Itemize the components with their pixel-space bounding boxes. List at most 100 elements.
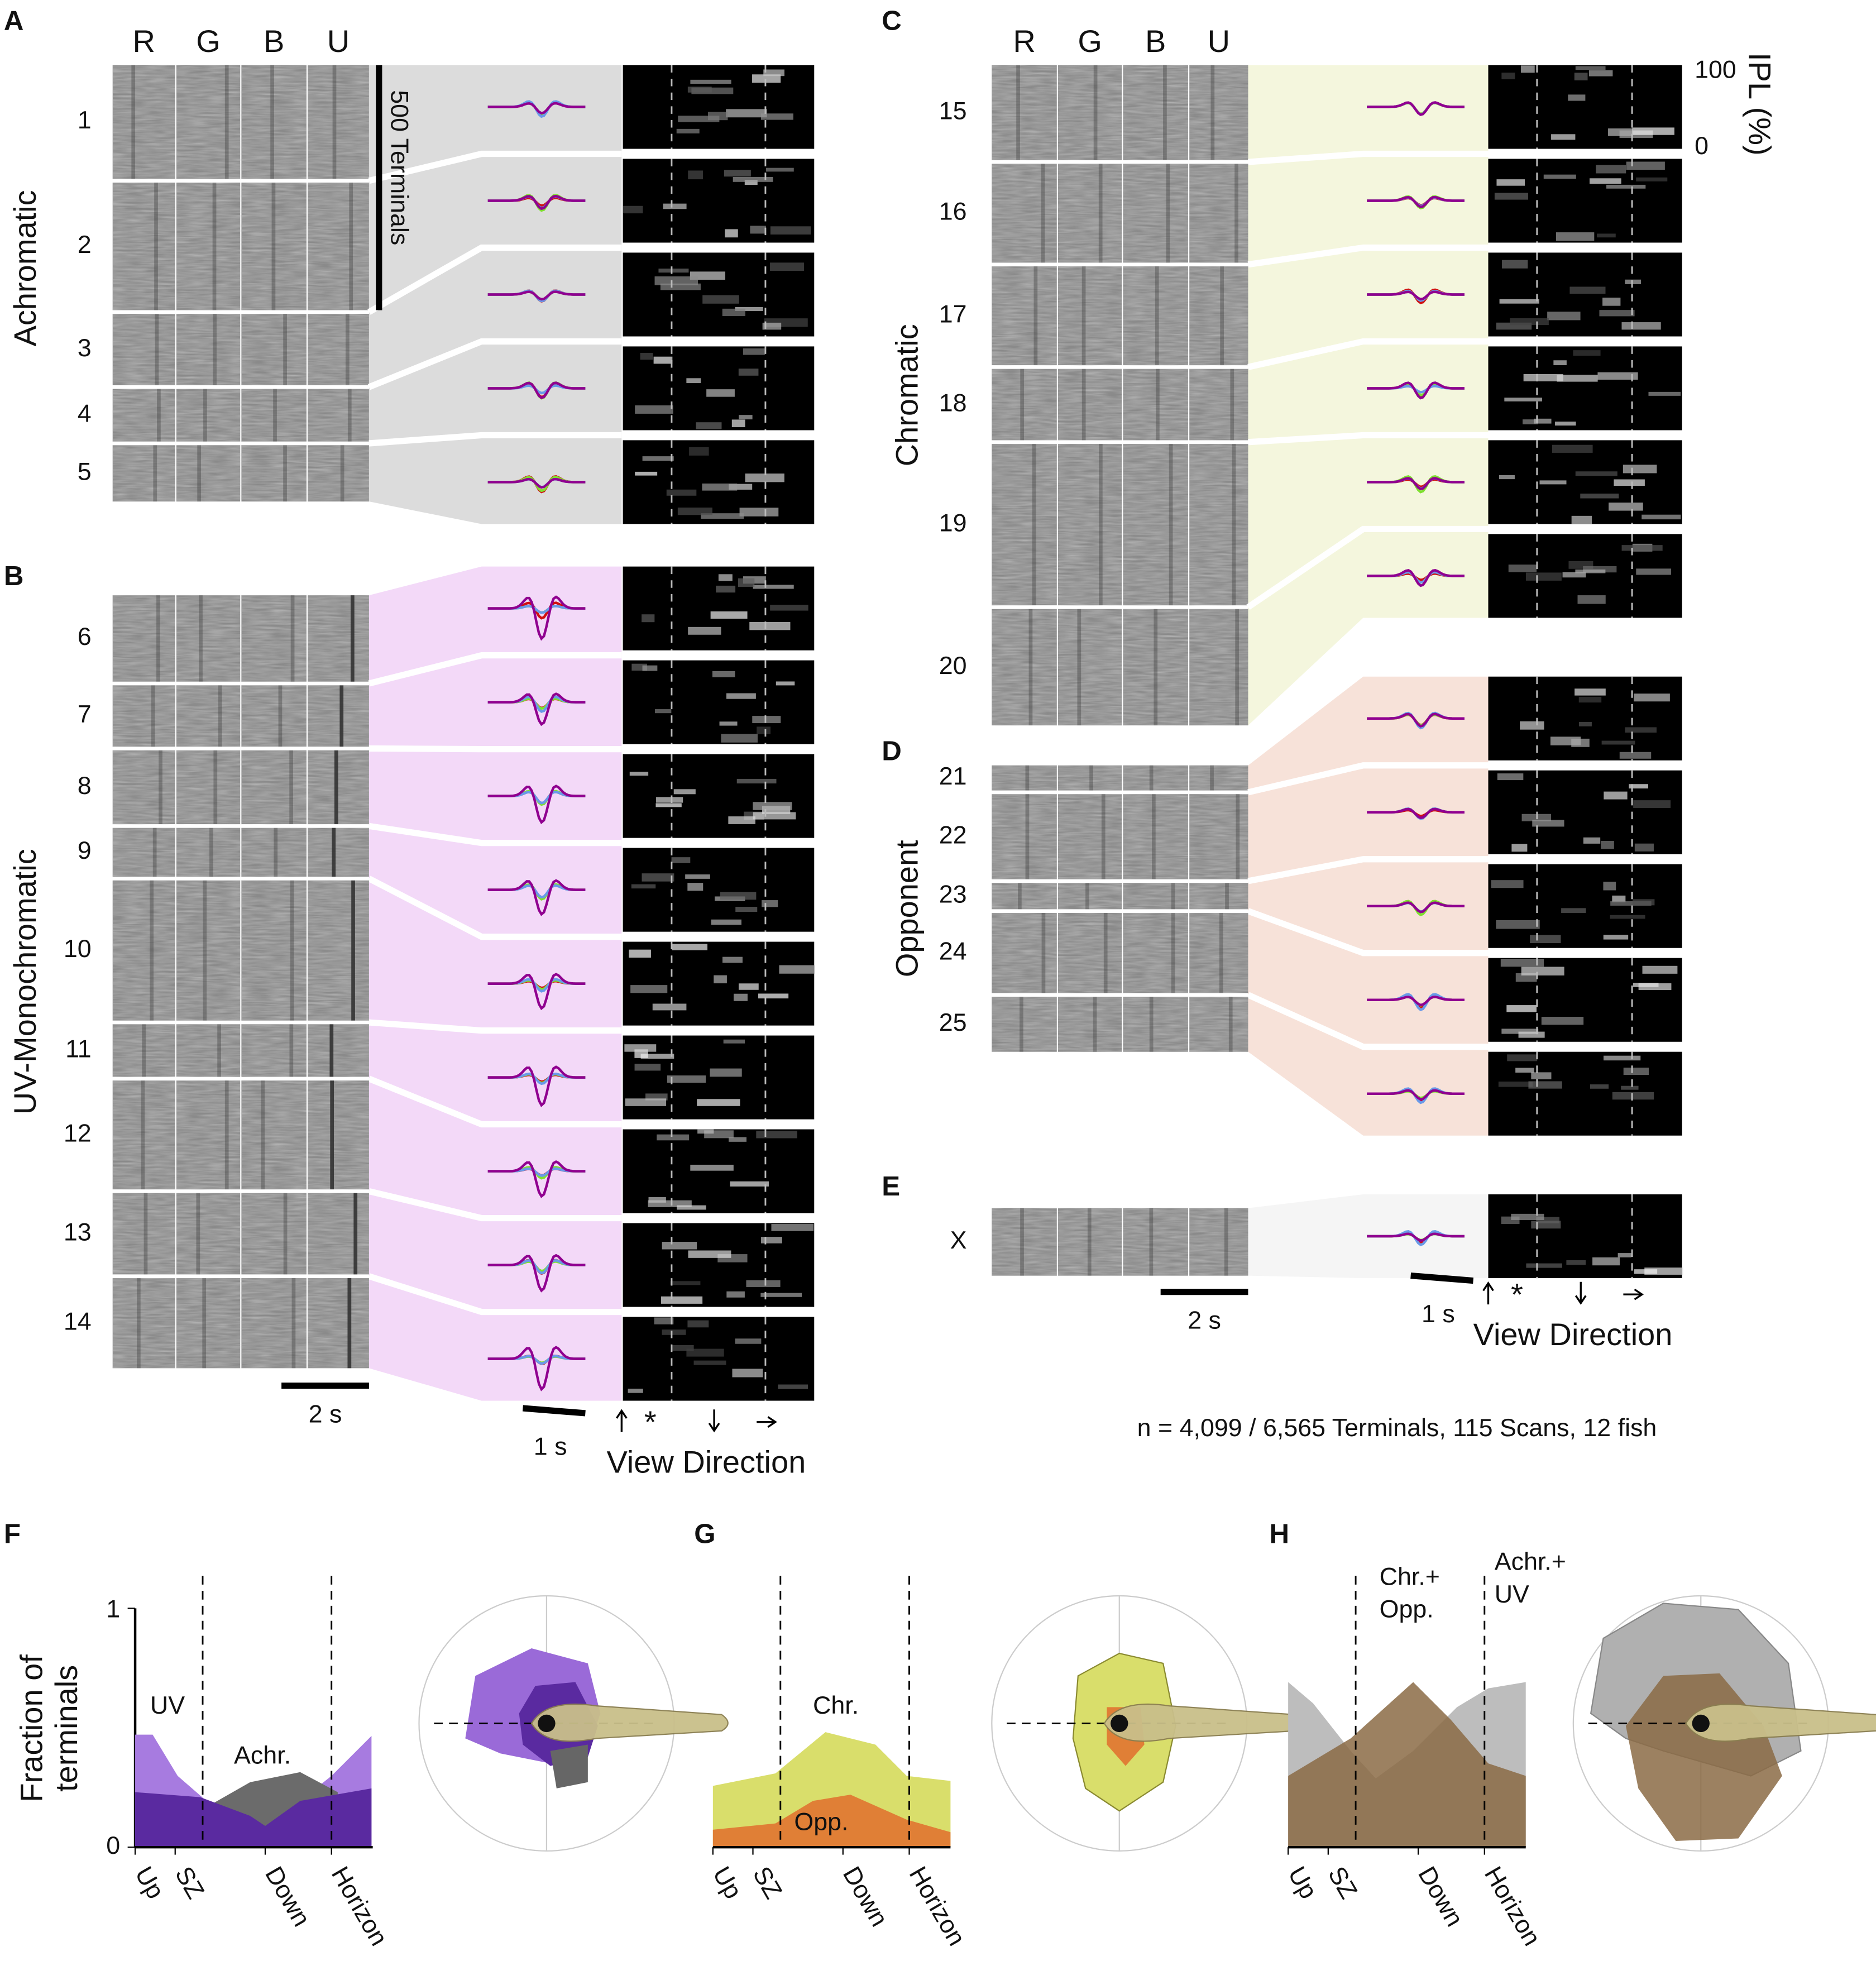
heatmap-band bbox=[1219, 913, 1223, 993]
heatmap-band bbox=[153, 445, 157, 502]
view-heatmap-blob bbox=[729, 1137, 747, 1142]
view-heatmap bbox=[623, 754, 815, 838]
heatmap-noise bbox=[1123, 266, 1188, 366]
view-heatmap-blob bbox=[671, 1345, 694, 1351]
trace-bar bbox=[1410, 1273, 1474, 1284]
heatmap-band bbox=[1103, 913, 1108, 993]
heatmap-noise bbox=[112, 880, 175, 1021]
column-label: G bbox=[1078, 23, 1102, 59]
view-heatmap bbox=[1488, 159, 1682, 243]
view-heatmap-blob bbox=[1571, 738, 1590, 747]
heatmap-band bbox=[339, 685, 344, 747]
x-tick-label: Horizon bbox=[1479, 1862, 1546, 1950]
heatmap-noise bbox=[992, 444, 1057, 606]
view-heatmap-blob bbox=[1597, 233, 1616, 238]
y-axis-label: terminals bbox=[49, 1665, 84, 1792]
y-axis-label: Fraction of bbox=[13, 1654, 49, 1802]
view-heatmap-blob bbox=[746, 1280, 781, 1287]
heatmap-noise bbox=[1123, 369, 1188, 441]
area bbox=[135, 1788, 372, 1848]
heatmap-band bbox=[1032, 444, 1036, 606]
view-heatmap-blob bbox=[625, 1098, 667, 1106]
column-label: R bbox=[133, 23, 155, 59]
heatmap-band bbox=[1089, 765, 1093, 791]
view-heatmap-blob bbox=[702, 483, 738, 491]
heatmap-noise bbox=[112, 389, 175, 442]
view-heatmap-blob bbox=[673, 789, 696, 795]
column-label: U bbox=[327, 23, 350, 59]
view-heatmap-blob bbox=[1602, 298, 1621, 306]
heatmap-noise bbox=[1058, 444, 1122, 606]
x-tick-label: Up bbox=[130, 1862, 170, 1903]
view-heatmap-blob bbox=[1499, 299, 1539, 304]
column-label: B bbox=[264, 23, 284, 59]
heatmap-noise bbox=[1189, 65, 1248, 160]
trace bbox=[1367, 568, 1465, 587]
heatmap-noise bbox=[112, 1024, 175, 1077]
trace-bar-label: 1 s bbox=[1422, 1300, 1455, 1328]
heatmap-band bbox=[334, 750, 338, 825]
view-heatmap-blob bbox=[1556, 232, 1595, 241]
heatmap-band bbox=[1235, 609, 1240, 726]
cluster-label: 15 bbox=[939, 97, 967, 125]
view-heatmap-blob bbox=[1625, 727, 1657, 733]
view-heatmap-blob bbox=[1531, 1072, 1552, 1079]
panel-letter: C bbox=[882, 5, 902, 36]
area-label: Achr.+ bbox=[1495, 1548, 1566, 1576]
cluster-label: 7 bbox=[78, 700, 92, 728]
view-heatmap-blob bbox=[1575, 66, 1606, 70]
view-heatmap bbox=[1488, 440, 1682, 524]
x-tick-label: Down bbox=[838, 1862, 894, 1931]
heatmap-noise bbox=[308, 1278, 369, 1369]
view-heatmap-blob bbox=[1511, 844, 1528, 852]
heatmap-noise bbox=[176, 750, 241, 825]
view-heatmap-blob bbox=[1571, 515, 1592, 524]
polar-area bbox=[550, 1744, 588, 1788]
heatmap-noise bbox=[992, 794, 1057, 879]
cluster-label: X bbox=[950, 1226, 967, 1254]
cluster-label: 23 bbox=[939, 881, 967, 908]
trace-bar-label: 1 s bbox=[534, 1433, 567, 1461]
view-heatmap-blob bbox=[1497, 773, 1524, 781]
heatmap-band bbox=[1020, 369, 1025, 441]
view-heatmap-blob bbox=[1599, 310, 1635, 317]
view-heatmap-blob bbox=[743, 348, 765, 355]
trace bbox=[487, 102, 586, 115]
view-heatmap-blob bbox=[1552, 444, 1593, 453]
backgrounds bbox=[368, 65, 1489, 1401]
view-heatmap-blob bbox=[642, 614, 655, 623]
cluster-label: 9 bbox=[78, 836, 92, 864]
heatmap-noise bbox=[992, 913, 1057, 993]
view-heatmap-blob bbox=[1590, 1084, 1609, 1089]
fish-body bbox=[1103, 1703, 1301, 1742]
view-heatmap-blob bbox=[1526, 1263, 1562, 1268]
view-heatmap-blob bbox=[677, 1205, 706, 1210]
heatmap-noise bbox=[1058, 65, 1122, 160]
view-heatmap-blob bbox=[760, 1237, 782, 1243]
view-star: * bbox=[1511, 1276, 1523, 1312]
heatmap-noise bbox=[176, 445, 241, 502]
view-heatmap-blob bbox=[735, 307, 763, 312]
view-heatmap-blob bbox=[757, 726, 771, 735]
heatmap-noise bbox=[1058, 1208, 1122, 1276]
view-heatmap-blob bbox=[635, 471, 658, 476]
cluster-label: 2 bbox=[78, 231, 92, 259]
heatmap-band bbox=[142, 1024, 146, 1077]
view-heatmap-blob bbox=[662, 1242, 697, 1250]
heatmap-band bbox=[203, 389, 207, 442]
connector-line bbox=[1247, 338, 1489, 370]
view-heatmap-blob bbox=[1634, 843, 1654, 852]
view-heatmap-blob bbox=[1606, 184, 1646, 189]
heatmap-band bbox=[1020, 997, 1023, 1052]
x-tick-label: Down bbox=[1413, 1862, 1469, 1931]
heatmap-noise bbox=[112, 828, 175, 877]
heatmap-band bbox=[141, 1080, 145, 1190]
view-heatmap-blob bbox=[1588, 70, 1613, 76]
heatmap-noise bbox=[308, 685, 369, 747]
heatmap-band bbox=[1149, 765, 1154, 791]
view-heatmap-blob bbox=[1501, 1029, 1539, 1034]
view-heatmap-blob bbox=[753, 802, 792, 810]
view-heatmap-blob bbox=[711, 919, 741, 925]
heatmap-noise bbox=[176, 880, 241, 1021]
arrow-right bbox=[1623, 1288, 1644, 1300]
